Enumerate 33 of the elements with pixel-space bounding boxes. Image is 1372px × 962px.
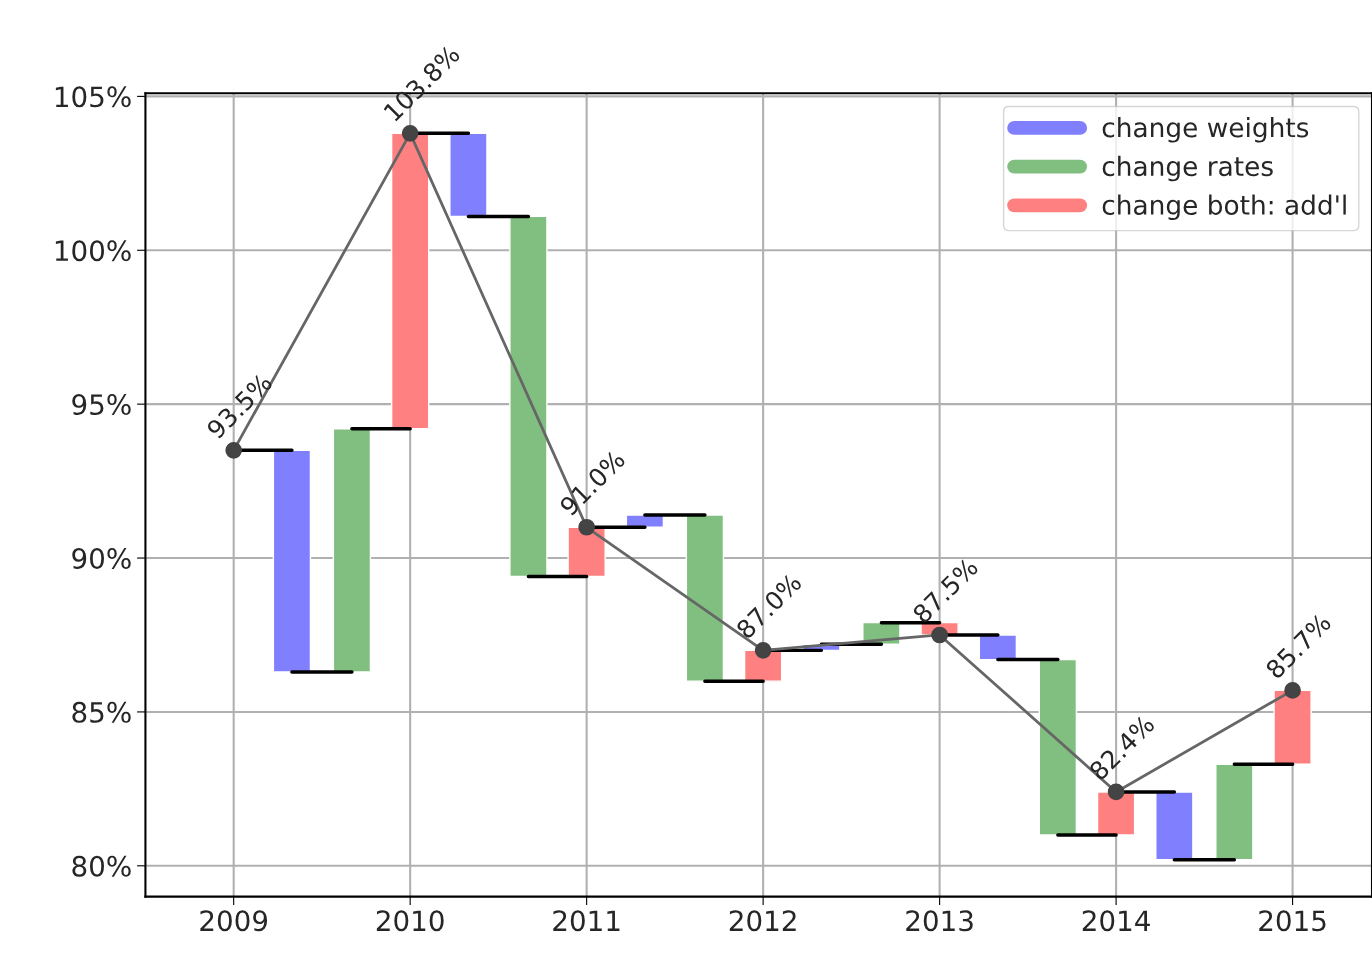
x-tick-label: 2010 (376, 910, 444, 932)
legend-label: change weights (1102, 117, 1309, 143)
bar (1155, 791, 1194, 861)
y-tick-label: 95% (72, 394, 131, 416)
bar (1038, 658, 1078, 836)
point (578, 518, 595, 536)
point (754, 642, 772, 659)
x-tick-label: 2011 (553, 910, 620, 932)
bar (390, 132, 430, 430)
y-tick-label: 85% (72, 701, 131, 723)
bar (1215, 763, 1254, 861)
point (401, 124, 419, 142)
x-tick-label: 2009 (200, 910, 268, 932)
bar (1273, 689, 1312, 765)
point (1284, 682, 1301, 699)
point (931, 626, 948, 644)
x-tick-label: 2013 (906, 910, 973, 932)
bar (449, 132, 488, 218)
point (1107, 783, 1125, 801)
point (225, 441, 243, 459)
bar (272, 449, 312, 673)
y-tick-label: 90% (72, 547, 131, 569)
bar (685, 514, 725, 682)
legend-label: change rates (1102, 155, 1273, 182)
bar (332, 428, 372, 673)
legend-label: change both: add'l (1102, 194, 1346, 221)
bar (509, 215, 548, 578)
y-tick-label: 105% (55, 86, 131, 108)
x-tick-label: 2012 (729, 910, 796, 932)
x-tick-label: 2014 (1082, 910, 1150, 932)
y-tick-label: 100% (55, 240, 131, 262)
y-tick-label: 80% (72, 855, 131, 877)
x-tick-label: 2015 (1259, 910, 1326, 932)
